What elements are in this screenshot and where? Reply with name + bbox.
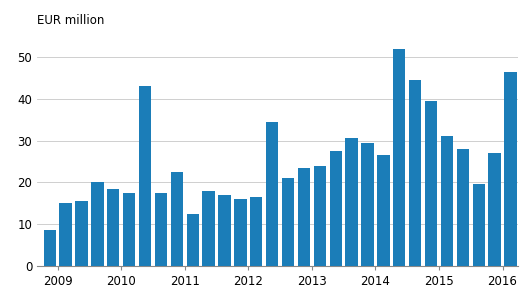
Bar [171,172,183,266]
Bar [504,72,517,266]
Bar [187,214,199,266]
Bar [298,168,310,266]
Bar [457,149,469,266]
Bar [282,178,294,266]
Bar [250,197,262,266]
Bar [107,188,120,266]
Bar [314,165,326,266]
Bar [393,49,405,266]
Bar [139,86,151,266]
Bar [218,195,231,266]
Bar [266,122,278,266]
Bar [488,153,501,266]
Bar [472,185,485,266]
Bar [155,193,167,266]
Bar [330,151,342,266]
Bar [361,143,373,266]
Bar [441,137,453,266]
Bar [75,201,88,266]
Bar [377,155,389,266]
Bar [409,80,421,266]
Text: EUR million: EUR million [37,14,104,27]
Bar [425,101,437,266]
Bar [203,191,215,266]
Bar [59,203,72,266]
Bar [91,182,104,266]
Bar [123,193,135,266]
Bar [345,139,358,266]
Bar [43,230,56,266]
Bar [234,199,247,266]
